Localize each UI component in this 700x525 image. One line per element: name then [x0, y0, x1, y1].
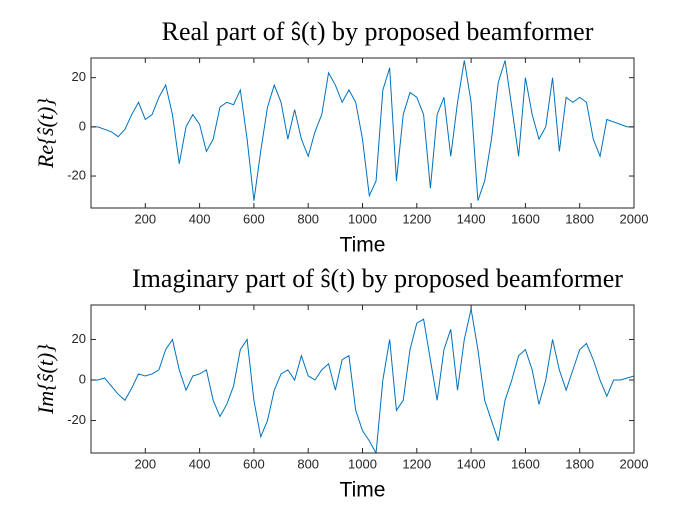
y-tick-label: -20	[67, 167, 86, 182]
x-tick-label: 400	[189, 456, 211, 471]
x-tick-label: 1400	[457, 456, 486, 471]
x-tick-label: 1000	[348, 456, 377, 471]
y-tick-label: 20	[72, 331, 86, 346]
y-tick-label: 0	[79, 118, 86, 133]
x-tick-label: 2000	[620, 456, 649, 471]
plot-group	[91, 60, 634, 201]
x-tick-label: 600	[243, 211, 265, 226]
x-tick-label: 200	[134, 211, 156, 226]
chart-title: Real part of ŝ(t) by proposed beamformer	[162, 17, 594, 46]
x-tick-label: 1800	[565, 211, 594, 226]
x-tick-label: 1600	[511, 456, 540, 471]
y-tick-label: -20	[67, 412, 86, 427]
x-tick-label: 400	[189, 211, 211, 226]
x-axis-label: Time	[340, 234, 386, 257]
x-tick-label: 800	[297, 211, 319, 226]
plot-group	[91, 308, 634, 453]
chart-title: Imaginary part of ŝ(t) by proposed beamf…	[132, 264, 623, 293]
x-tick-label: 1200	[402, 456, 431, 471]
x-tick-label: 1000	[348, 211, 377, 226]
y-tick-label: 20	[72, 69, 86, 84]
y-tick-label: 0	[79, 371, 86, 386]
data-line	[91, 308, 634, 453]
y-axis-label: Re{ŝ(t)}	[33, 98, 58, 169]
plot-area	[91, 58, 634, 208]
x-tick-label: 200	[134, 456, 156, 471]
x-tick-label: 1800	[565, 456, 594, 471]
x-tick-label: 1600	[511, 211, 540, 226]
data-line	[91, 60, 634, 201]
x-tick-label: 2000	[620, 211, 649, 226]
x-tick-label: 600	[243, 456, 265, 471]
x-axis-label: Time	[340, 479, 386, 502]
x-tick-label: 1400	[457, 211, 486, 226]
x-tick-label: 800	[297, 456, 319, 471]
y-axis-label: Im{ŝ(t)}	[33, 344, 58, 415]
plot-area	[91, 305, 634, 453]
x-tick-label: 1200	[402, 211, 431, 226]
